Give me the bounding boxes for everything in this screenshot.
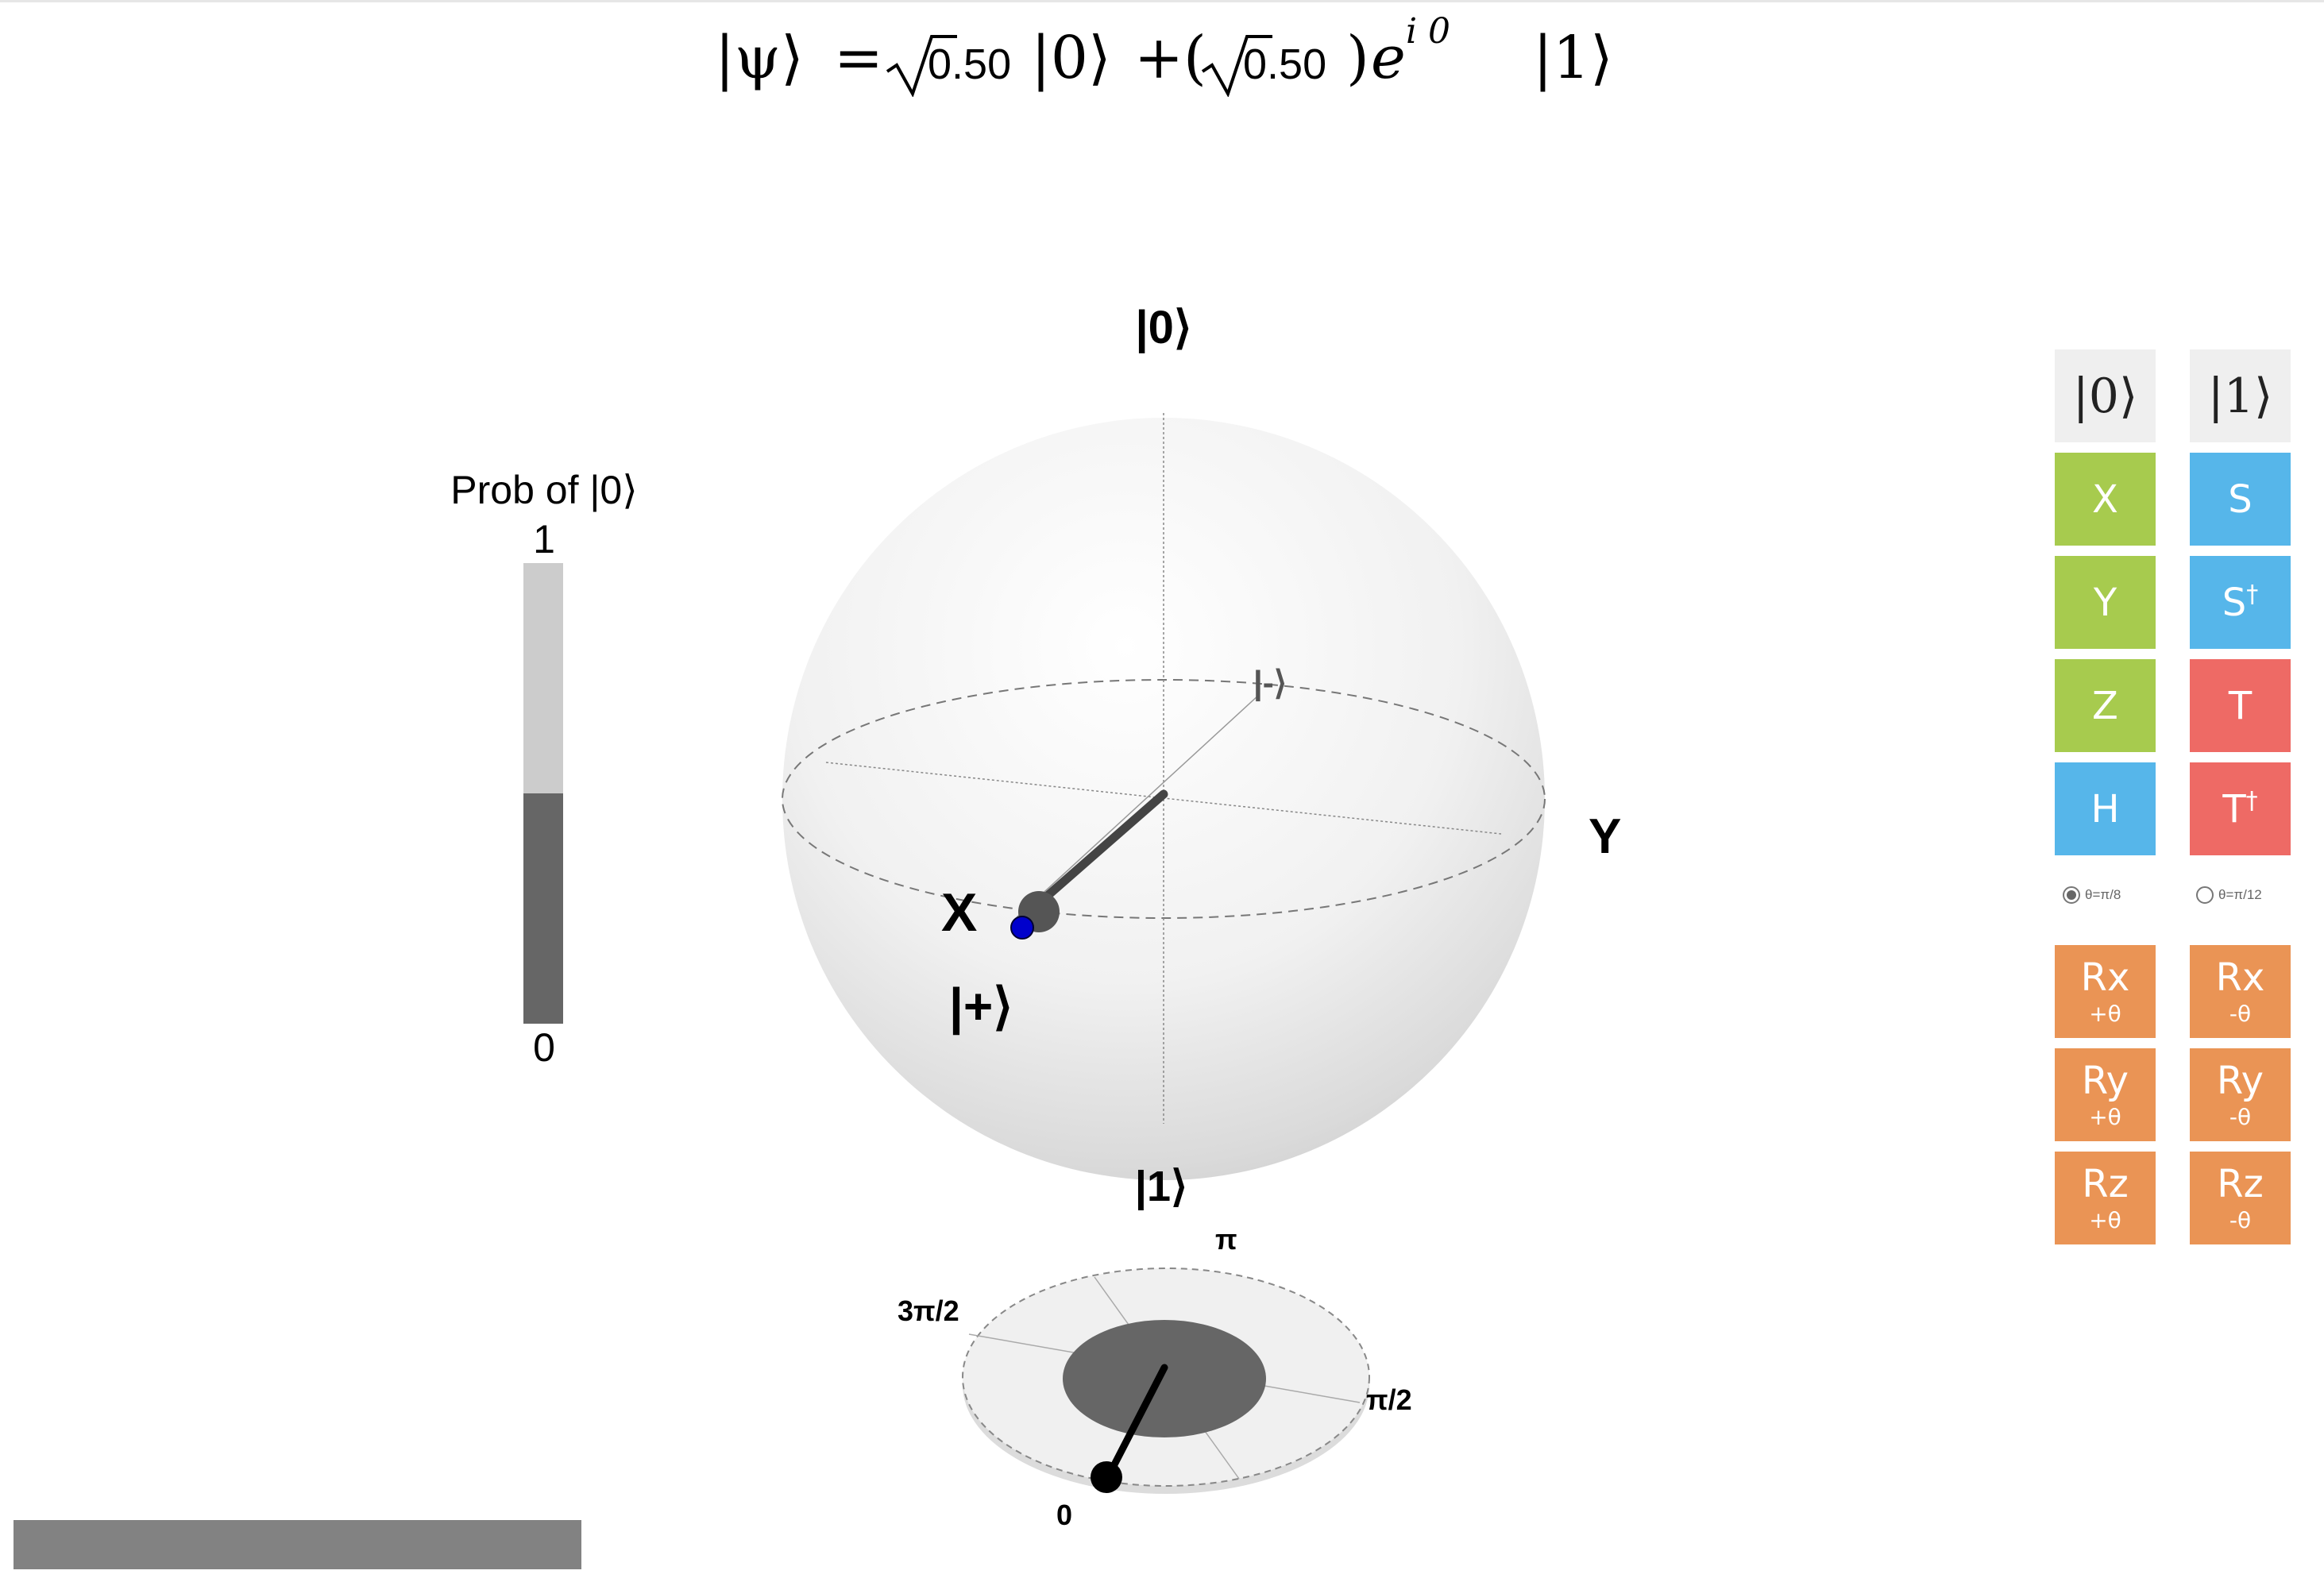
window-top-edge bbox=[0, 0, 2324, 2]
state-vector-line bbox=[1032, 789, 1168, 910]
sqrt-symbol-0 bbox=[886, 35, 957, 97]
formula-lhs: |ψ⟩ bbox=[715, 24, 804, 92]
bottom-bar bbox=[14, 1520, 581, 1569]
formula-ket0: |0⟩ bbox=[1031, 24, 1111, 92]
phase-disc-center bbox=[1063, 1320, 1266, 1437]
label-ket1: |1⟩ bbox=[1134, 1163, 1188, 1210]
ry-minus-button[interactable]: Ry -θ bbox=[2190, 1048, 2291, 1141]
z-gate-button[interactable]: Z bbox=[2055, 659, 2156, 752]
formula-amp1: 0.50 bbox=[1243, 41, 1327, 88]
phase-disc[interactable] bbox=[953, 1247, 1382, 1517]
x-axis-line bbox=[1016, 694, 1260, 918]
bloch-sphere[interactable] bbox=[755, 286, 1668, 1223]
theta-radio-pi12[interactable] bbox=[2196, 886, 2214, 904]
x-gate-button[interactable]: X bbox=[2055, 453, 2156, 546]
t-gate-button[interactable]: T bbox=[2190, 659, 2291, 752]
label-minus-state: |-⟩ bbox=[1253, 664, 1287, 701]
formula-equals: = bbox=[834, 24, 884, 92]
prob-bottom-label: 0 bbox=[533, 1025, 555, 1070]
ry-plus-button[interactable]: Ry +θ bbox=[2055, 1048, 2156, 1141]
formula-lparen: ( bbox=[1183, 24, 1206, 92]
y-gate-button[interactable]: Y bbox=[2055, 556, 2156, 649]
label-ket0: |0⟩ bbox=[1135, 302, 1192, 353]
formula-ket1: |1⟩ bbox=[1533, 24, 1613, 92]
formula-plus: + bbox=[1134, 24, 1184, 92]
theta-radio-pi8[interactable] bbox=[2063, 886, 2080, 904]
reset-ket1-button[interactable]: |1⟩ bbox=[2190, 349, 2291, 442]
reset-ket0-button[interactable]: |0⟩ bbox=[2055, 349, 2156, 442]
prob-title: Prob of |0⟩ bbox=[450, 468, 638, 512]
h-gate-button[interactable]: H bbox=[2055, 762, 2156, 855]
formula-exp-power: i 0 bbox=[1406, 11, 1451, 52]
rx-plus-button[interactable]: Rx +θ bbox=[2055, 945, 2156, 1038]
label-x-axis: X bbox=[941, 882, 978, 943]
formula-rparen: ) bbox=[1346, 24, 1369, 92]
theta-option-pi12[interactable]: θ=π/12 bbox=[2196, 886, 2262, 904]
rz-plus-button[interactable]: Rz +θ bbox=[2055, 1152, 2156, 1244]
phase-label-pi-half: π/2 bbox=[1366, 1383, 1412, 1416]
formula-exp-base: e bbox=[1371, 24, 1406, 92]
rx-minus-button[interactable]: Rx -θ bbox=[2190, 945, 2291, 1038]
phase-label-3pi-half: 3π/2 bbox=[898, 1295, 959, 1327]
formula-amp0: 0.50 bbox=[928, 41, 1012, 88]
phase-needle-head bbox=[1091, 1461, 1122, 1493]
state-marker-dot[interactable] bbox=[1010, 916, 1034, 940]
prob-bar-track bbox=[523, 563, 563, 1024]
label-plus-state: |+⟩ bbox=[949, 978, 1013, 1035]
phase-label-pi: π bbox=[1215, 1223, 1237, 1256]
t-dagger-gate-button[interactable]: T† bbox=[2190, 762, 2291, 855]
phase-label-0: 0 bbox=[1056, 1499, 1073, 1531]
state-formula: |ψ⟩ = 0.50 |0⟩ + ( 0.50 ) e i 0 |1⟩ bbox=[715, 11, 1620, 103]
s-dagger-gate-button[interactable]: S† bbox=[2190, 556, 2291, 649]
phase-needle bbox=[1106, 1364, 1168, 1476]
rz-minus-button[interactable]: Rz -θ bbox=[2190, 1152, 2291, 1244]
prob-bar-fill bbox=[523, 793, 563, 1024]
label-y-axis: Y bbox=[1589, 809, 1622, 864]
theta-option-pi8[interactable]: θ=π/8 bbox=[2063, 886, 2121, 904]
prob-top-label: 1 bbox=[533, 517, 555, 561]
sqrt-symbol-1 bbox=[1201, 35, 1272, 97]
s-gate-button[interactable]: S bbox=[2190, 453, 2291, 546]
